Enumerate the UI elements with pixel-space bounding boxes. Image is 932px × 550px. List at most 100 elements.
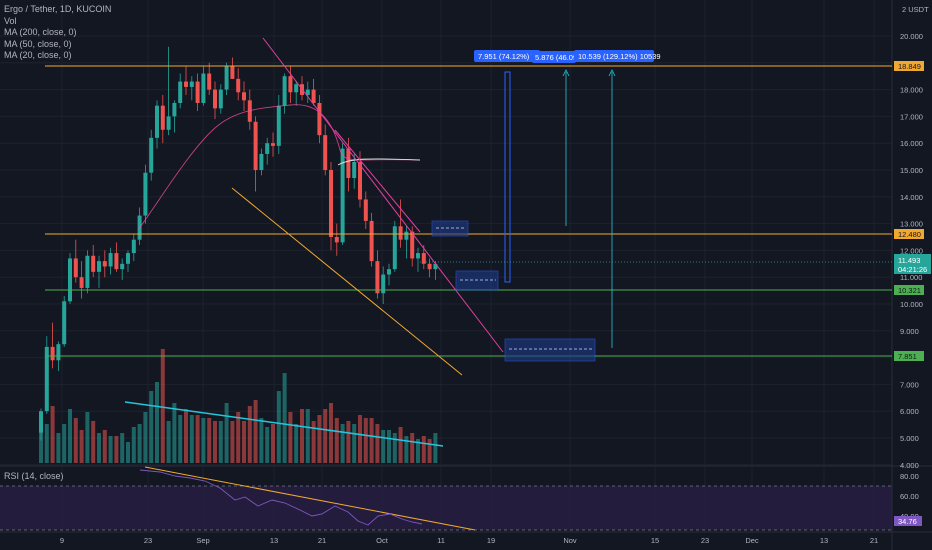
- tag-bg-current: [894, 254, 931, 274]
- candle-body: [404, 231, 409, 240]
- date-tick: Dec: [745, 536, 759, 545]
- volume-bar: [155, 382, 159, 463]
- price-tick: 6.000: [900, 407, 919, 416]
- symbol-title[interactable]: Ergo / Tether, 1D, KUCOIN: [4, 4, 112, 14]
- rsi-tick: 60.00: [900, 492, 919, 501]
- volume-bar: [381, 430, 386, 463]
- volume-bar: [358, 415, 362, 463]
- tag-bg-rsi: [894, 516, 922, 526]
- candle-body: [68, 258, 72, 302]
- volume-bar: [137, 424, 142, 463]
- price-tag-current: 11.493: [898, 256, 920, 265]
- volume-bar: [126, 442, 130, 463]
- candle-body: [311, 89, 316, 103]
- volume-bar: [242, 421, 246, 463]
- candle-body: [294, 84, 299, 93]
- candle-body: [50, 346, 55, 361]
- candle-body: [149, 137, 154, 173]
- volume-bar: [282, 373, 287, 463]
- candle-body: [242, 92, 246, 101]
- price-tick: 9.000: [900, 327, 919, 336]
- ma20-legend[interactable]: MA (20, close, 0): [4, 50, 72, 60]
- volume-bar: [410, 433, 415, 463]
- candle-body: [91, 255, 96, 272]
- volume-bar: [114, 436, 119, 463]
- candle-body: [195, 81, 200, 103]
- volume-bar: [213, 421, 217, 463]
- candle-body: [178, 81, 183, 103]
- candle-body: [56, 344, 61, 361]
- projection-bar-1: [504, 71, 511, 283]
- candle-body: [108, 253, 113, 267]
- ma50-legend[interactable]: MA (50, close, 0): [4, 38, 72, 49]
- price-tick: 20.000: [900, 32, 923, 41]
- date-tick: 23: [701, 536, 709, 545]
- date-tick: 11: [437, 536, 445, 545]
- price-tick: 4.000: [900, 461, 919, 470]
- candle-body: [421, 253, 426, 264]
- price-tag-12480: 12.480: [898, 230, 921, 239]
- volume-bar: [427, 439, 432, 463]
- support-trend-orange: [231, 187, 463, 376]
- volume-bar: [97, 433, 101, 463]
- volume-bar: [288, 412, 293, 463]
- candle-body: [392, 226, 397, 270]
- candle-body: [381, 274, 386, 294]
- candle-body: [207, 73, 212, 90]
- date-tick: Oct: [376, 536, 389, 545]
- volume-bar: [184, 409, 188, 463]
- rsi-legend[interactable]: RSI (14, close): [4, 471, 64, 481]
- volume-bar: [294, 424, 299, 463]
- volume-bar: [276, 391, 281, 463]
- target-label-2: 5.876 (46.09: [535, 53, 577, 62]
- candle-body: [346, 148, 351, 179]
- target-label-1: 7.951 (74.12%) 79: [478, 52, 540, 61]
- price-tick: 14.000: [900, 193, 923, 202]
- rsi-trend-line: [144, 466, 476, 531]
- volume-bar: [62, 424, 67, 463]
- volume-bar: [265, 427, 270, 463]
- candle-body: [236, 78, 241, 93]
- tag-bg-12480: [894, 229, 924, 239]
- candle-body: [44, 346, 49, 412]
- volume-bar: [421, 436, 426, 463]
- price-tick: 7.000: [900, 380, 919, 389]
- candle-body: [282, 76, 287, 106]
- candle-body: [230, 65, 235, 79]
- candle-body: [253, 121, 258, 170]
- volume-trend-line: [124, 401, 444, 447]
- candle-body: [224, 65, 229, 90]
- candle-body: [416, 253, 420, 259]
- ma200-legend[interactable]: MA (200, close, 0): [4, 27, 77, 37]
- volume-bar: [73, 418, 78, 463]
- volume-bar: [363, 418, 368, 463]
- volume-bar: [91, 421, 96, 463]
- downtrend-line-magenta-short: [334, 129, 421, 233]
- candle-body: [363, 199, 368, 221]
- volume-bar: [334, 418, 339, 463]
- candle-body: [73, 258, 78, 278]
- volume-bar: [433, 433, 438, 463]
- target-label-1-bg: [474, 50, 540, 62]
- volume-bar: [398, 427, 403, 463]
- downtrend-line-magenta: [262, 37, 504, 353]
- volume-bar: [340, 424, 345, 463]
- date-tick: 13: [820, 536, 828, 545]
- candle-body: [427, 263, 432, 270]
- rsi-band: [0, 486, 892, 530]
- target-box-1: [431, 220, 469, 237]
- rsi-tick: 80.00: [900, 472, 919, 481]
- volume-legend[interactable]: Vol: [4, 15, 17, 26]
- projection-arrow-2-head: [562, 69, 570, 77]
- volume-bar: [404, 436, 409, 463]
- candle-body: [85, 255, 90, 288]
- volume-bar: [300, 409, 304, 463]
- volume-bar: [189, 415, 194, 463]
- candle-body: [102, 261, 107, 267]
- volume-bar: [120, 433, 125, 463]
- candle-body: [218, 89, 223, 109]
- volume-bar: [259, 418, 264, 463]
- volume-bar: [392, 433, 397, 463]
